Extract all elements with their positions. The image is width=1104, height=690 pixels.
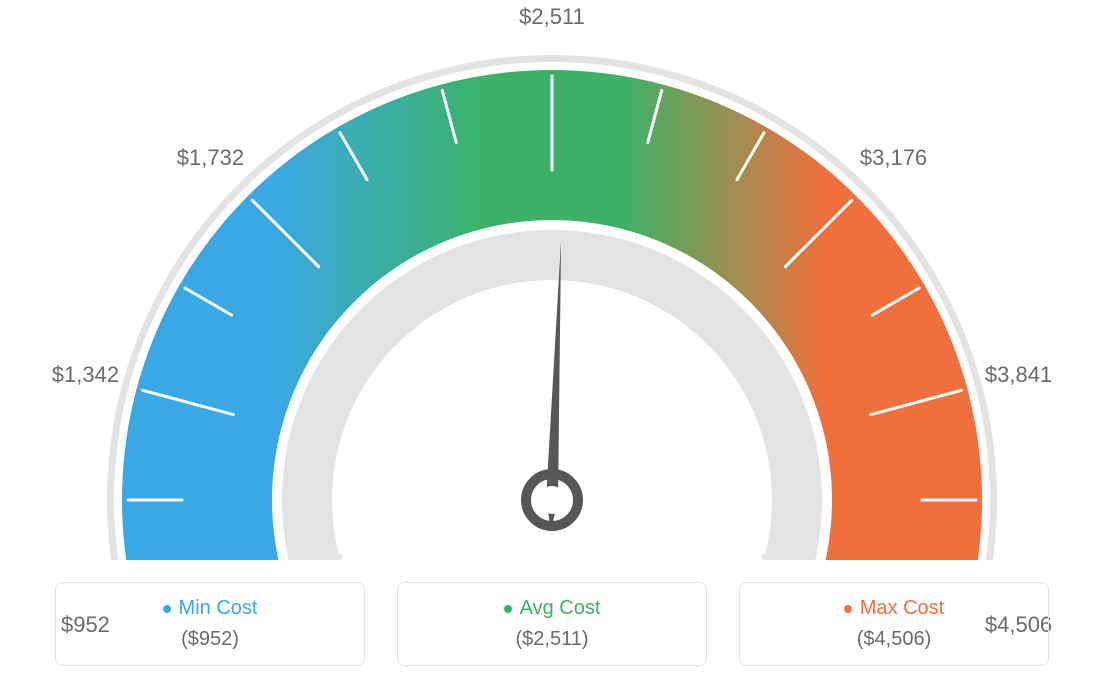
dot-icon bbox=[844, 605, 852, 613]
legend-row: Min Cost ($952) Avg Cost ($2,511) Max Co… bbox=[0, 582, 1104, 666]
dot-icon bbox=[504, 605, 512, 613]
gauge-tick-label: $1,342 bbox=[52, 362, 119, 388]
legend-title-text: Avg Cost bbox=[520, 597, 601, 620]
gauge-tick-label: $3,176 bbox=[860, 145, 927, 171]
gauge-svg bbox=[0, 0, 1104, 560]
legend-value-avg: ($2,511) bbox=[515, 628, 588, 651]
gauge-tick-label: $1,732 bbox=[177, 145, 244, 171]
legend-card-avg: Avg Cost ($2,511) bbox=[397, 582, 707, 666]
dot-icon bbox=[163, 605, 171, 613]
legend-card-min: Min Cost ($952) bbox=[55, 582, 365, 666]
legend-value-max: ($4,506) bbox=[857, 628, 932, 651]
legend-card-max: Max Cost ($4,506) bbox=[739, 582, 1049, 666]
legend-title-avg: Avg Cost bbox=[504, 597, 601, 620]
legend-title-max: Max Cost bbox=[844, 597, 944, 620]
gauge-chart: $952$1,342$1,732$2,511$3,176$3,841$4,506 bbox=[0, 0, 1104, 560]
legend-value-min: ($952) bbox=[181, 628, 239, 651]
gauge-tick-label: $2,511 bbox=[519, 4, 585, 30]
gauge-tick-label: $3,841 bbox=[985, 362, 1052, 388]
legend-title-text: Min Cost bbox=[179, 597, 258, 620]
legend-title-min: Min Cost bbox=[163, 597, 258, 620]
legend-title-text: Max Cost bbox=[860, 597, 944, 620]
